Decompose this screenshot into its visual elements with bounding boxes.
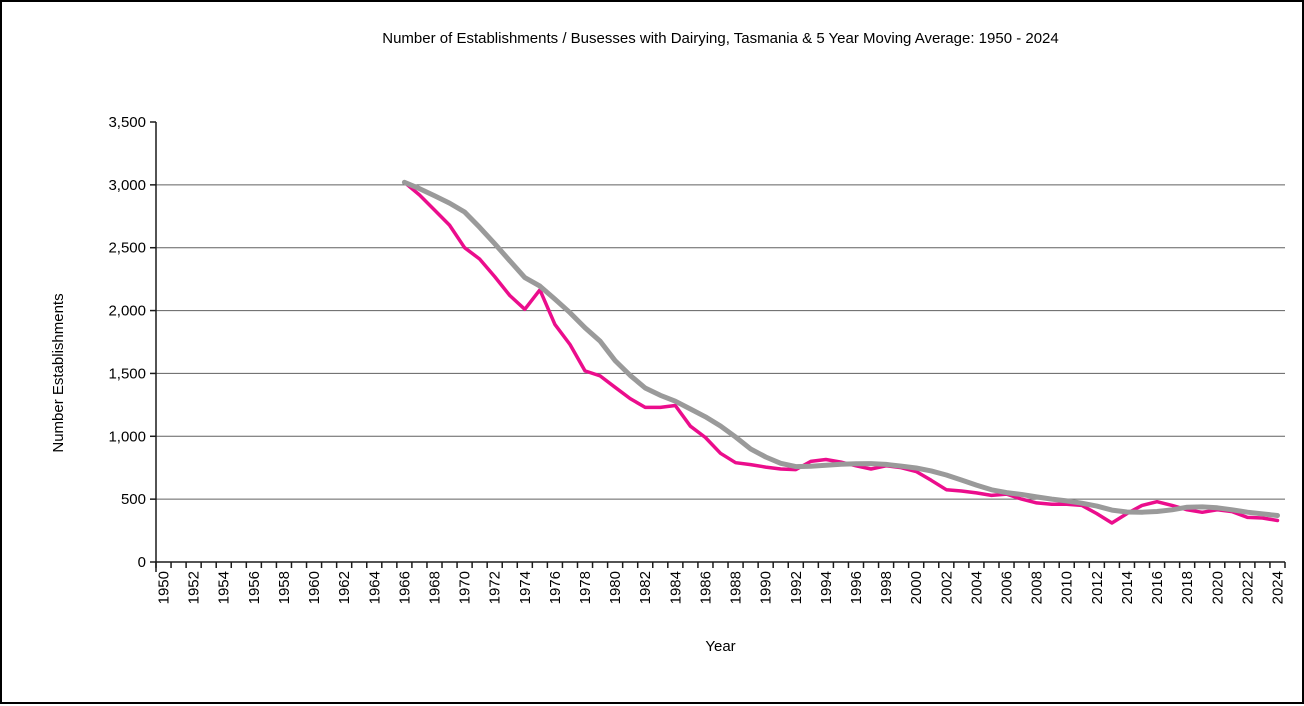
x-tick-label: 1976 xyxy=(547,571,564,604)
raw-series-line xyxy=(402,180,1280,525)
x-tick-label: 2014 xyxy=(1119,571,1136,604)
y-tick-label: 3,500 xyxy=(108,114,146,131)
y-tick-label: 3,000 xyxy=(108,177,146,194)
x-tick-label: 2022 xyxy=(1239,571,1256,604)
x-tick-label: 2010 xyxy=(1059,571,1076,604)
y-tick-label: 2,000 xyxy=(108,303,146,320)
x-tick-label: 1990 xyxy=(758,571,775,604)
x-tick-label: 2002 xyxy=(938,571,955,604)
y-tick-label: 1,000 xyxy=(108,428,146,445)
x-tick-label: 1998 xyxy=(878,571,895,604)
x-tick-label: 1958 xyxy=(276,571,293,604)
x-axis-title: Year xyxy=(705,638,736,655)
x-tick-label: 2016 xyxy=(1149,571,1166,604)
x-tick-label: 2024 xyxy=(1269,571,1286,604)
y-axis-title: Number Establishments xyxy=(50,293,67,453)
x-tick-label: 1992 xyxy=(788,571,805,604)
x-tick-label: 1960 xyxy=(306,571,323,604)
x-tick-label: 2012 xyxy=(1089,571,1106,604)
x-tick-label: 1974 xyxy=(517,571,534,604)
x-tick-label: 1956 xyxy=(246,571,263,604)
x-tick-label: 1952 xyxy=(186,571,203,604)
x-tick-label: 2000 xyxy=(908,571,925,604)
x-tick-label: 1966 xyxy=(396,571,413,604)
x-tick-label: 1984 xyxy=(667,571,684,604)
x-tick-label: 2004 xyxy=(968,571,985,604)
x-tick-label: 2020 xyxy=(1209,571,1226,604)
x-tick-label: 1988 xyxy=(728,571,745,604)
x-tick-label: 1964 xyxy=(366,571,383,604)
x-tick-label: 1996 xyxy=(848,571,865,604)
x-tick-label: 1972 xyxy=(487,571,504,604)
x-tick-label: 1962 xyxy=(336,571,353,604)
y-tick-label: 2,500 xyxy=(108,240,146,257)
x-tick-label: 1994 xyxy=(818,571,835,604)
x-tick-label: 1954 xyxy=(216,571,233,604)
y-tick-label: 0 xyxy=(138,554,146,571)
moving-average-line xyxy=(401,179,1280,518)
x-tick-label: 2008 xyxy=(1029,571,1046,604)
x-tick-label: 1980 xyxy=(607,571,624,604)
x-tick-label: 1970 xyxy=(457,571,474,604)
x-tick-label: 1986 xyxy=(697,571,714,604)
x-tick-label: 1968 xyxy=(426,571,443,604)
x-tick-label: 1950 xyxy=(156,571,173,604)
chart-title: Number of Establishments / Busesses with… xyxy=(382,30,1059,47)
x-tick-label: 2018 xyxy=(1179,571,1196,604)
x-tick-label: 1982 xyxy=(637,571,654,604)
x-tick-label: 2006 xyxy=(999,571,1016,604)
y-tick-label: 500 xyxy=(121,491,146,508)
x-tick-label: 1978 xyxy=(577,571,594,604)
y-tick-label: 1,500 xyxy=(108,365,146,382)
